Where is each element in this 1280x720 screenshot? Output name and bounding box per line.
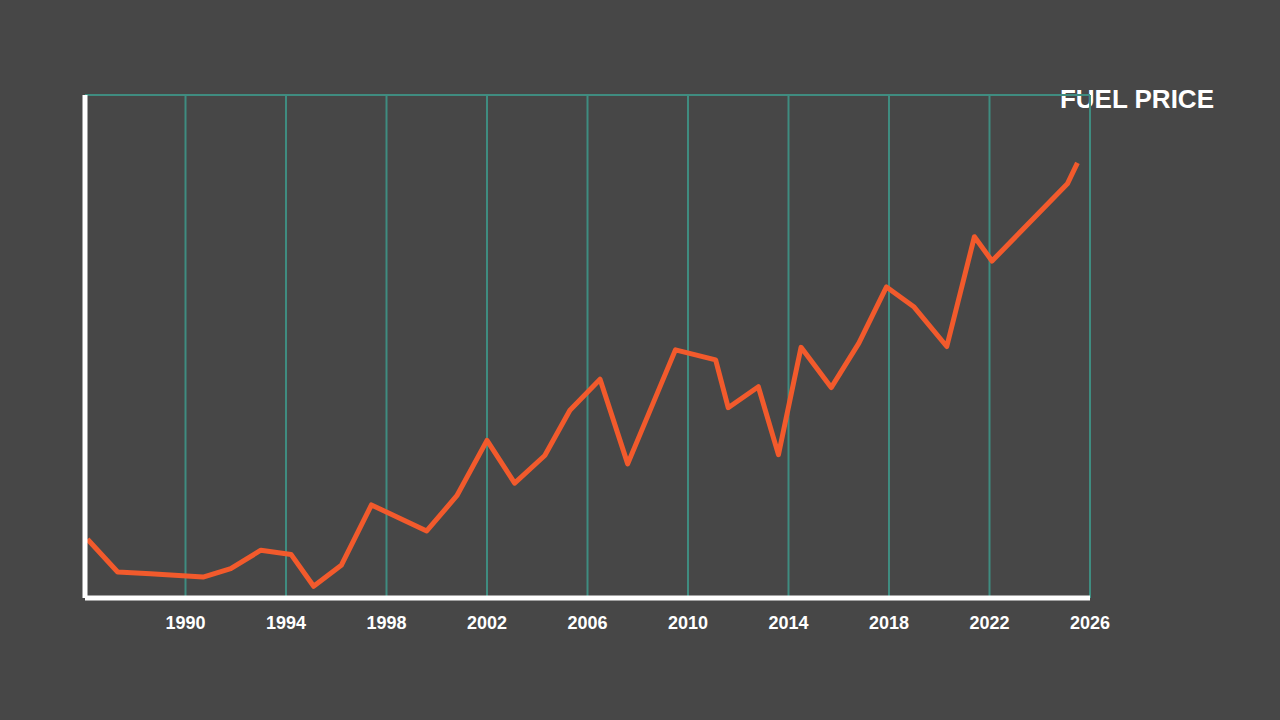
svg-text:2014: 2014 xyxy=(768,613,808,633)
svg-text:2002: 2002 xyxy=(467,613,507,633)
html-text:FUEL PRICE: FUEL PRICE xyxy=(1059,84,1214,114)
svg-text:2010: 2010 xyxy=(668,613,708,633)
svg-text:1990: 1990 xyxy=(165,613,205,633)
svg-text:1994: 1994 xyxy=(266,613,306,633)
svg-text:2006: 2006 xyxy=(567,613,607,633)
svg-text:1998: 1998 xyxy=(366,613,406,633)
svg-text:2022: 2022 xyxy=(969,613,1009,633)
svg-text:2026: 2026 xyxy=(1070,613,1110,633)
svg-text:2018: 2018 xyxy=(869,613,909,633)
